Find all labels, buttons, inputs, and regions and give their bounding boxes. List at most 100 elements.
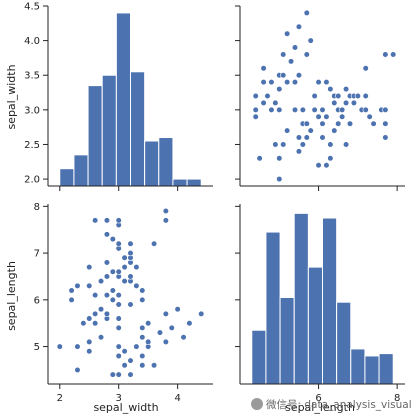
panel-scatter-width-vs-length [235,5,405,191]
wechat-icon [251,398,263,410]
scatter-point [74,366,81,374]
scatter-point [121,264,128,271]
scatter-point [145,320,152,327]
scatter-point [133,343,140,350]
scatter-point [276,155,283,162]
scatter-point [109,235,116,243]
scatter-point [162,310,169,317]
scatter-point [121,278,128,285]
scatter-point [299,141,306,148]
scatter-point [284,79,291,86]
y-tick-label: 4.0 [24,36,40,47]
x-tick-label: 2 [57,393,63,404]
scatter-point [339,113,346,120]
scatter-point [115,343,122,350]
x-tick-label: 4 [174,393,180,404]
scatter-point [280,72,287,79]
scatter-point [323,79,330,86]
scatter-point [97,334,105,341]
scatter-point [127,273,134,280]
y-tick-label: 2.0 [24,175,40,186]
histogram-bar [186,178,202,187]
scatter-point [86,282,93,289]
scatter-point [382,134,389,141]
scatter-point [186,320,193,327]
scatter-point [150,362,158,369]
scatter-point [133,264,140,271]
scatter-point [346,120,354,127]
scatter-point [323,113,330,120]
scatter-point [180,334,187,341]
watermark: 微信号: data_analysis_visual [251,398,412,411]
scatter-point [268,79,275,86]
histogram-bar [59,168,75,187]
scatter-point [272,99,279,107]
scatter-point [139,334,146,341]
scatter-point [382,51,389,58]
scatter-point [315,79,322,86]
y-tick-label: 3.5 [24,71,40,82]
scatter-point [115,352,122,360]
histogram-bar [336,301,352,385]
x-axis-label-sepal-length: sepal_length [285,401,355,414]
scatter-point [145,338,152,346]
scatter-point [303,51,310,58]
histogram-bar [378,353,394,385]
scatter-point [68,296,75,303]
histogram-bar [172,178,188,187]
scatter-point [74,343,81,350]
scatter-point [168,324,175,331]
scatter-point [127,371,134,378]
watermark-text: 微信号: data_analysis_visual [266,398,412,411]
scatter-point [319,120,326,127]
scatter-point [295,148,303,155]
histogram-bar [251,329,267,385]
scatter-point [174,306,181,313]
histogram-bar [130,71,146,187]
scatter-point [362,65,369,72]
scatter-point [335,92,342,100]
scatter-point [127,357,134,364]
scatter-point [323,162,330,169]
scatter-point [198,310,205,317]
scatter-point [315,162,322,169]
scatter-point [311,92,318,100]
scatter-point [252,106,259,113]
scatter-point [342,99,350,107]
scatter-point [342,141,350,148]
scatter-point [295,23,303,30]
scatter-point [260,99,267,107]
scatter-point [127,240,134,247]
y-tick-label: 5 [34,342,40,353]
scatter-point [327,141,334,148]
scatter-point [354,92,361,100]
scatter-point [115,240,122,247]
scatter-point [86,315,93,322]
scatter-point [280,141,287,148]
scatter-point [115,292,122,299]
scatter-point [92,310,99,317]
scatter-point [256,155,263,162]
histogram-bar [144,140,160,187]
scatter-point [319,134,326,141]
scatter-point [115,217,122,224]
scatter-point [327,85,334,93]
scatter-point [295,134,303,141]
scatter-point [127,301,134,308]
scatter-point [339,106,346,113]
histogram-bar [265,231,281,385]
scatter-point [115,315,122,322]
scatter-point [331,127,338,134]
scatter-point [162,217,169,224]
scatter-point [86,264,93,271]
scatter-point [74,282,81,289]
histogram-bar [115,12,131,187]
scatter-point [276,175,283,183]
scatter-point [92,320,99,327]
histogram-bar [87,85,103,187]
scatter-point [86,348,93,355]
scatter-point [303,134,310,141]
scatter-point [252,92,259,100]
